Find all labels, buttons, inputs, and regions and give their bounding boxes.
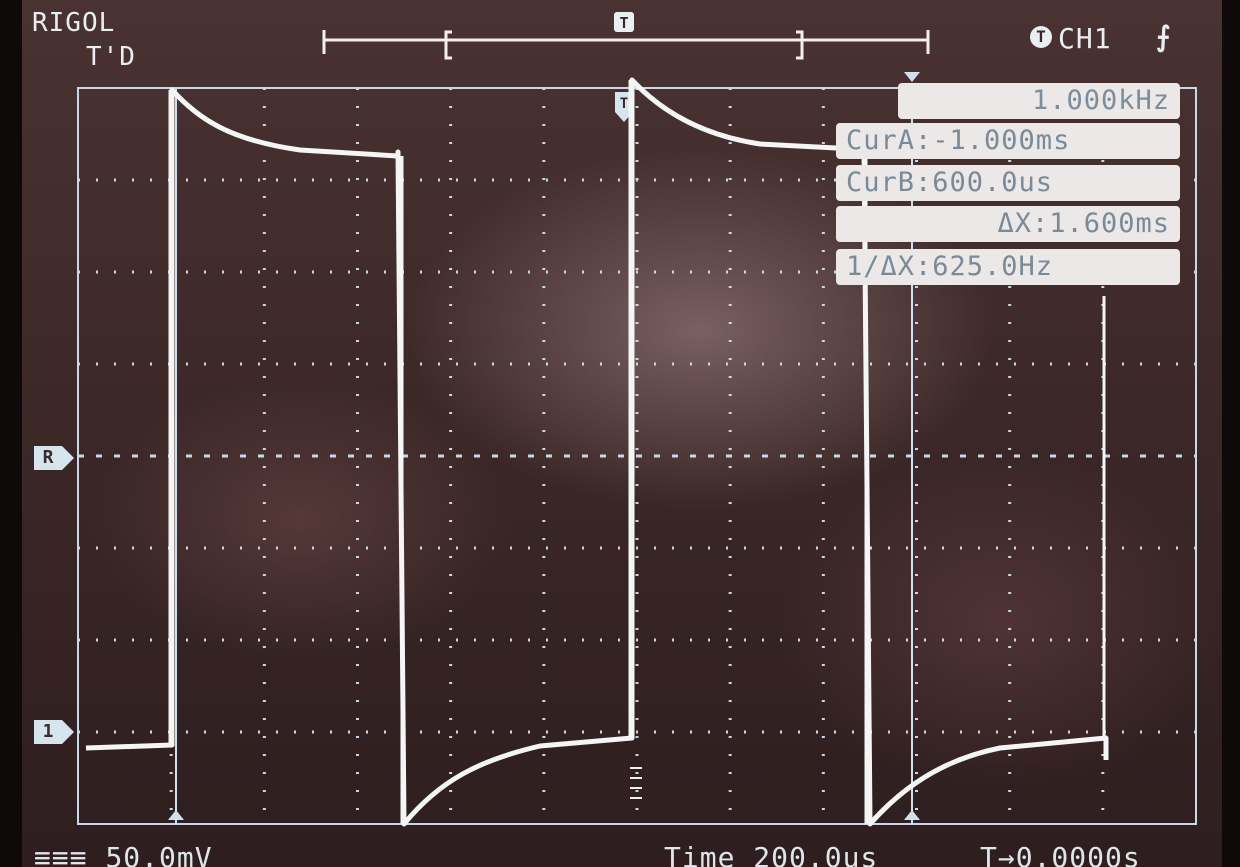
cursor-b-readout: CurB:600.0us xyxy=(836,165,1180,201)
cursor-a-readout: CurA:-1.000ms xyxy=(836,123,1180,159)
timebase-readout: Time 200.0us xyxy=(664,841,879,867)
brand-logo: RIGOL xyxy=(32,8,116,38)
channel1-arrow-icon xyxy=(62,720,74,744)
trigger-status-icon: T xyxy=(1030,26,1052,48)
screen-bezel-left xyxy=(0,0,22,867)
trigger-offset-readout: T→0.0000s xyxy=(980,844,1141,867)
cursor-a-bottom-marker xyxy=(168,810,184,820)
rising-edge-icon: ⨍ xyxy=(1156,20,1171,53)
trigger-marker-label: T xyxy=(620,96,628,112)
trigger-position-icon: T xyxy=(614,12,634,32)
svg-text:T: T xyxy=(619,14,628,32)
ch1-scale-readout: ≡≡≡ 50.0mV xyxy=(34,844,213,867)
graticule-grid xyxy=(78,88,1196,824)
channel1-level-marker: 1 xyxy=(34,720,62,744)
trigger-channel: CH1 xyxy=(1058,22,1112,55)
mode-indicator: T'D xyxy=(86,42,136,72)
trigger-offset-value: 0.0000s xyxy=(1015,841,1141,867)
cursor-b-bottom-marker xyxy=(904,810,920,820)
trigger-offset-icon: T→ xyxy=(980,841,1016,867)
frequency-readout: 1.000kHz xyxy=(898,83,1180,119)
trigger-position-bar xyxy=(322,30,930,60)
ch1-waveform xyxy=(85,77,1109,827)
reference-arrow-icon xyxy=(62,446,74,470)
ch1-waveform-edges xyxy=(168,80,1106,824)
center-axis-ticks xyxy=(630,767,642,799)
ch1-scale-value: 50.0mV xyxy=(105,841,213,867)
screen-bezel-right xyxy=(1222,0,1240,867)
ch1-coupling-icon: ≡≡≡ xyxy=(34,841,88,867)
delta-x-readout: ΔX:1.600ms xyxy=(836,206,1180,242)
reference-level-marker: R xyxy=(34,446,62,470)
cursor-b-top-marker xyxy=(904,72,920,82)
inverse-delta-x-readout: 1/ΔX:625.0Hz xyxy=(836,249,1180,285)
